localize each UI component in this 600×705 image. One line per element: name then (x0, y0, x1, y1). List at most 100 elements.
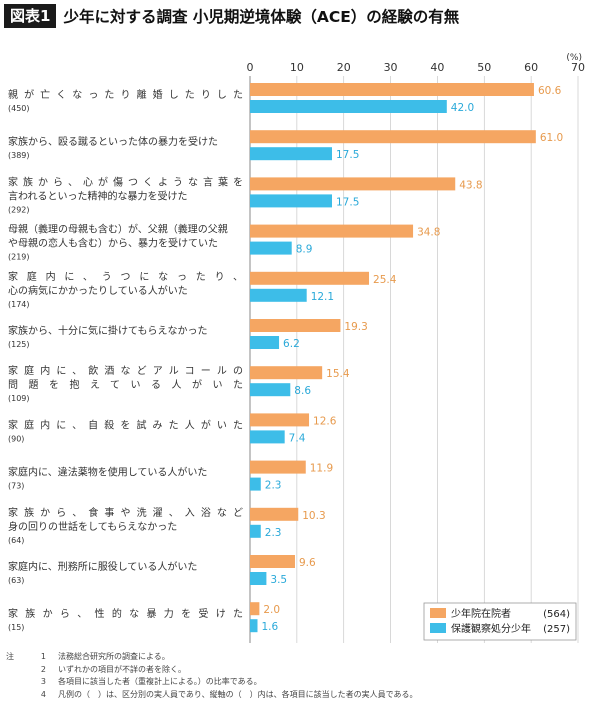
data-label-series-2: 3.5 (270, 574, 287, 586)
legend-label: 保護観察処分少年 (451, 622, 531, 635)
footnotes: 注 1 法務総合研究所の調査による。 2 いずれかの項目が不詳の者を除く。 3 … (6, 651, 418, 701)
data-label-series-1: 2.0 (263, 604, 280, 616)
note-number: 4 (40, 689, 46, 699)
data-label-series-2: 12.1 (311, 291, 334, 303)
data-label-series-2: 42.0 (451, 102, 474, 114)
category-count-label: (64) (8, 536, 24, 545)
bar-series-1 (250, 271, 370, 285)
bar-series-1 (250, 130, 536, 144)
data-label-series-2: 8.6 (294, 385, 311, 397)
bar-series-2 (250, 194, 332, 208)
category-count-label: (63) (8, 576, 24, 585)
bar-series-1 (250, 413, 310, 427)
note-item: 3 各項目に該当した者（重複計上による。）の比率である。 (6, 676, 418, 689)
category-label: 家庭内に、飲酒などアルコールの (8, 364, 243, 377)
x-tick-label: 30 (384, 61, 398, 74)
x-tick-label: 40 (430, 61, 444, 74)
note-number: 2 (40, 664, 46, 674)
category-label: 身の回りの世話をしてもらえなかった (8, 520, 177, 533)
data-label-series-1: 19.3 (344, 321, 367, 333)
bar-series-2 (250, 383, 291, 397)
category-label: 親が亡くなったり離婚したりした (8, 88, 243, 101)
bar-series-2 (250, 241, 292, 255)
category-count-label: (292) (8, 205, 30, 214)
bar-series-1 (250, 507, 299, 521)
bar-series-2 (250, 477, 261, 491)
bar-series-1 (250, 224, 414, 238)
legend-swatch (430, 608, 446, 618)
note-number: 1 (40, 652, 46, 661)
category-count-label: (389) (8, 151, 30, 160)
category-count-label: (125) (8, 340, 30, 349)
legend-count: (257) (543, 624, 570, 635)
data-label-series-1: 9.6 (299, 557, 316, 569)
category-label: 家庭内に、自殺を試みた人がいた (8, 418, 243, 431)
bar-chart: 0 10 20 30 40 50 60 70(%) 親が亡くなったり離婚したりした (450) 60… (8, 53, 585, 643)
category-label: 家族から、殴る蹴るといった体の暴力を受けた (8, 135, 218, 148)
bar-series-2 (250, 100, 447, 113)
category-label: 家族から、性的な暴力を受けた (8, 607, 243, 620)
data-label-series-1: 60.6 (538, 85, 562, 97)
bar-series-2 (250, 336, 280, 349)
legend-swatch (430, 623, 446, 633)
bar-series-2 (250, 288, 307, 302)
x-tick-label: 50 (477, 61, 491, 74)
figure-badge: 図表1 (4, 4, 57, 28)
bar-series-1 (250, 177, 456, 191)
data-label-series-2: 8.9 (296, 244, 313, 256)
category-label: 問題を抱えている人がいた (8, 378, 243, 391)
data-label-series-1: 11.9 (310, 463, 333, 475)
category-label: 家族から、十分に気に掛けてもらえなかった (8, 324, 208, 337)
note-item: 4 凡例の（ ）は、区分別の実人員であり、縦軸の（ ）内は、各項目に該当した者の… (6, 689, 418, 702)
bar-series-2 (250, 430, 285, 444)
note-text: 凡例の（ ）は、区分別の実人員であり、縦軸の（ ）内は、各項目に該当した者の実人… (58, 689, 418, 699)
category-label: 母親（義理の母親も含む）が、父親（義理の父親 (8, 223, 228, 236)
data-label-series-1: 25.4 (373, 274, 397, 286)
data-label-series-1: 34.8 (417, 227, 440, 239)
category-count-label: (450) (8, 104, 30, 113)
x-tick-label: 0 (247, 61, 254, 74)
bar-series-2 (250, 147, 332, 161)
bar-series-2 (250, 619, 258, 633)
note-item: 2 いずれかの項目が不詳の者を除く。 (6, 664, 418, 677)
category-count-label: (73) (8, 482, 24, 491)
x-tick-label: 70 (571, 61, 585, 74)
bar-series-1 (250, 83, 534, 96)
category-count-label: (219) (8, 253, 30, 262)
legend-label: 少年院在院者 (451, 607, 511, 620)
data-label-series-1: 15.4 (326, 368, 350, 380)
bar-series-1 (250, 366, 323, 380)
category-label: 家族から、心が傷つくような言葉を (8, 175, 243, 188)
data-label-series-1: 43.8 (459, 179, 482, 191)
data-label-series-1: 10.3 (302, 510, 325, 522)
data-label-series-2: 1.6 (261, 621, 278, 633)
legend-count: (564) (543, 609, 570, 620)
bar-series-1 (250, 555, 295, 568)
category-label: 家庭内に、うつになったり、 (8, 270, 243, 283)
category-count-label: (15) (8, 623, 24, 632)
category-count-label: (90) (8, 434, 24, 443)
x-tick-label: 60 (524, 61, 538, 74)
category-label: 家庭内に、違法薬物を使用している人がいた (8, 466, 207, 479)
data-label-series-2: 7.4 (289, 432, 306, 444)
note-item: 注 1 法務総合研究所の調査による。 (6, 651, 418, 664)
category-count-label: (109) (8, 394, 30, 403)
category-label: 心の病気にかかったりしている人がいた (8, 284, 188, 297)
bar-series-2 (250, 572, 267, 585)
data-label-series-2: 2.3 (265, 527, 282, 539)
data-label-series-2: 17.5 (336, 196, 359, 208)
unit-label: (%) (566, 53, 582, 63)
data-label-series-2: 2.3 (265, 480, 282, 492)
note-text: 各項目に該当した者（重複計上による。）の比率である。 (58, 677, 262, 686)
figure-header: 図表1 少年に対する調査 小児期逆境体験（ACE）の経験の有無 (4, 4, 459, 28)
bar-series-1 (250, 319, 341, 332)
note-text: いずれかの項目が不詳の者を除く。 (58, 664, 186, 674)
note-text: 法務総合研究所の調査による。 (58, 652, 170, 661)
bar-series-1 (250, 460, 306, 474)
category-label: 家庭内に、刑務所に服役している人がいた (8, 560, 197, 573)
bar-series-1 (250, 602, 260, 616)
note-number: 3 (40, 677, 46, 686)
data-label-series-2: 17.5 (336, 149, 359, 161)
x-tick-label: 20 (337, 61, 351, 74)
data-label-series-2: 6.2 (283, 338, 300, 350)
